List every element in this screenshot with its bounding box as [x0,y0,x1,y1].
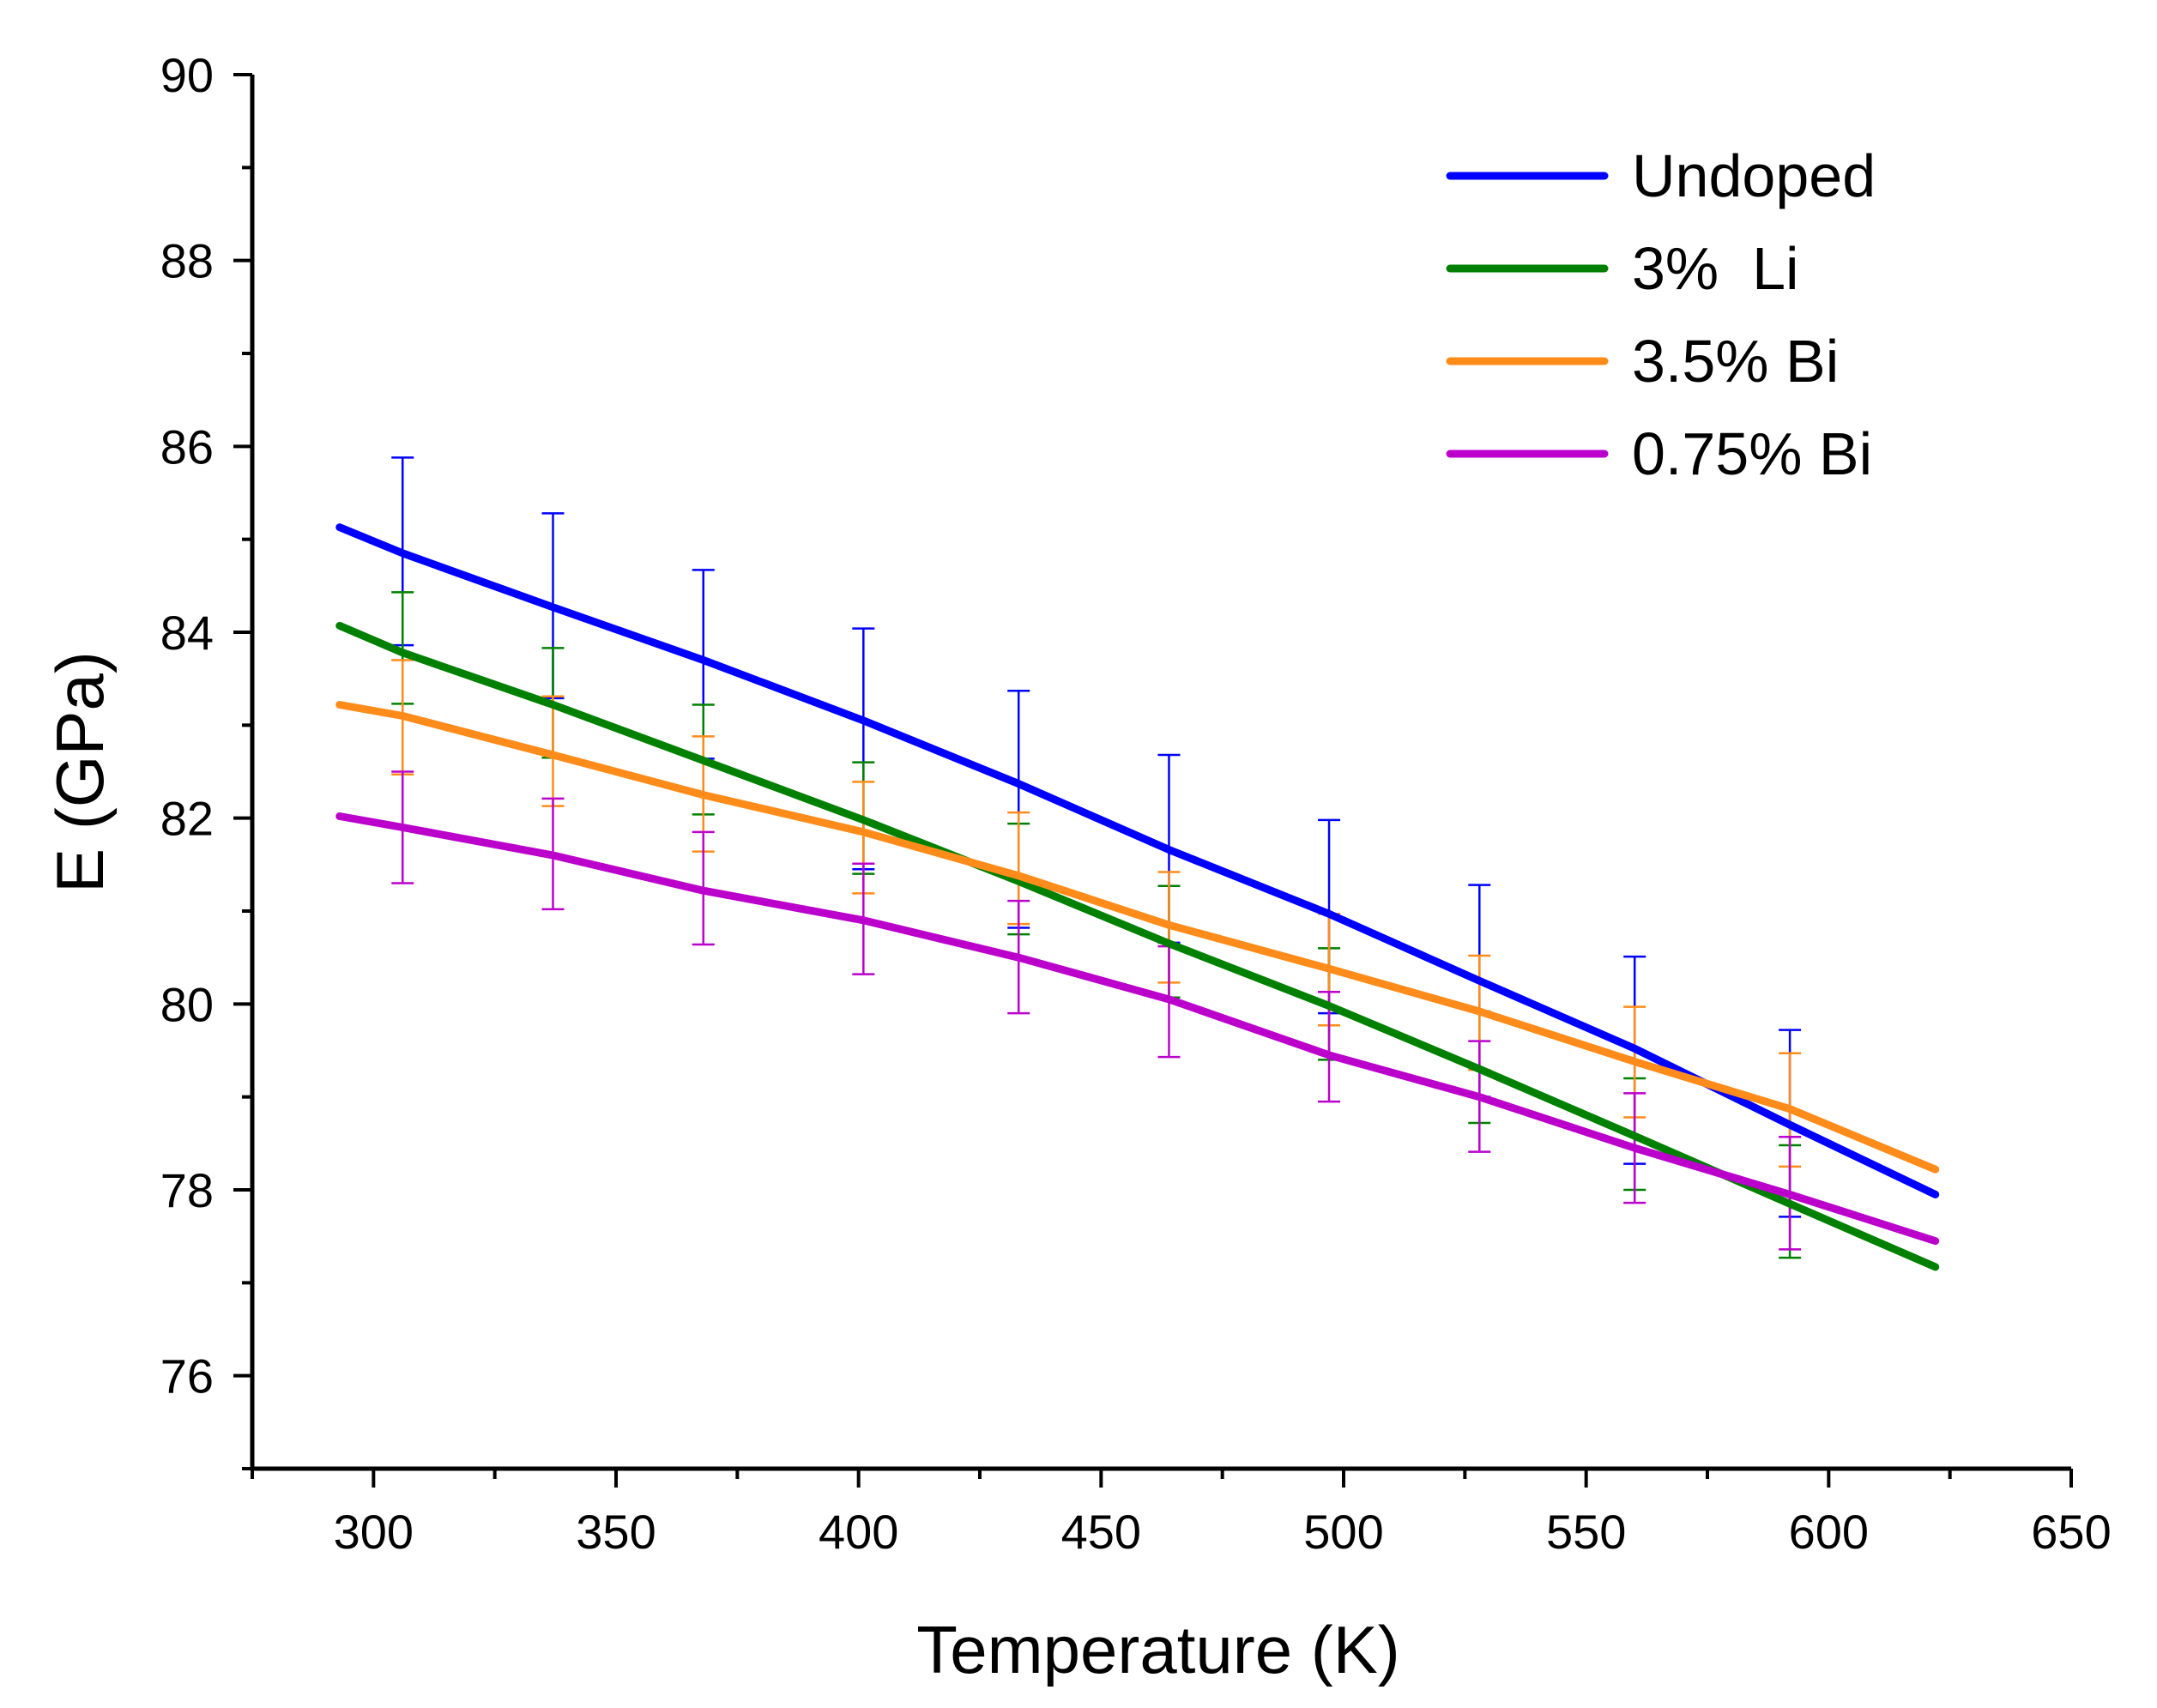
y-tick-label: 90 [160,48,214,102]
y-tick-label: 76 [160,1349,214,1403]
y-tick-label: 88 [160,234,214,288]
y-ticks: 76 78 80 82 84 86 88 90 [160,48,252,1470]
y-tick-label: 82 [160,792,214,846]
y-axis-title: E (GPa) [42,651,118,893]
x-tick-label: 300 [334,1505,414,1559]
legend-label: 3.5% Bi [1632,328,1839,395]
x-tick-label: 350 [576,1505,656,1559]
series-line [335,812,1940,1246]
x-tick-label: 550 [1546,1505,1626,1559]
x-tick-label: 600 [1789,1505,1869,1559]
x-tick-label: 650 [2031,1505,2111,1559]
legend-label: 0.75% Bi [1632,420,1872,487]
x-tick-label: 500 [1303,1505,1383,1559]
series-line [335,701,1940,1174]
x-tick-label: 400 [819,1505,898,1559]
axes: 300 350 400 450 500 550 600 650 76 78 80 82 84 86 88 9… [160,48,2112,1559]
series-line [335,523,1940,1198]
x-tick-label: 450 [1061,1505,1141,1559]
series-group [391,591,1802,1259]
legend-label: Undoped [1632,142,1876,209]
legend: Undoped 3% Li 3.5% Bi 0.75% Bi [1446,142,1876,487]
x-ticks: 300 350 400 450 500 550 600 650 [251,1469,2112,1559]
series-line [335,621,1940,1271]
y-tick-label: 84 [160,606,214,660]
legend-label: 3% Li [1632,235,1799,302]
y-tick-label: 86 [160,419,214,474]
y-tick-label: 80 [160,977,214,1031]
y-tick-label: 78 [160,1163,214,1217]
series-group [391,770,1802,1251]
series-group [391,456,1802,1218]
series-layer [335,456,1940,1271]
x-axis-title: Temperature (K) [916,1612,1400,1687]
